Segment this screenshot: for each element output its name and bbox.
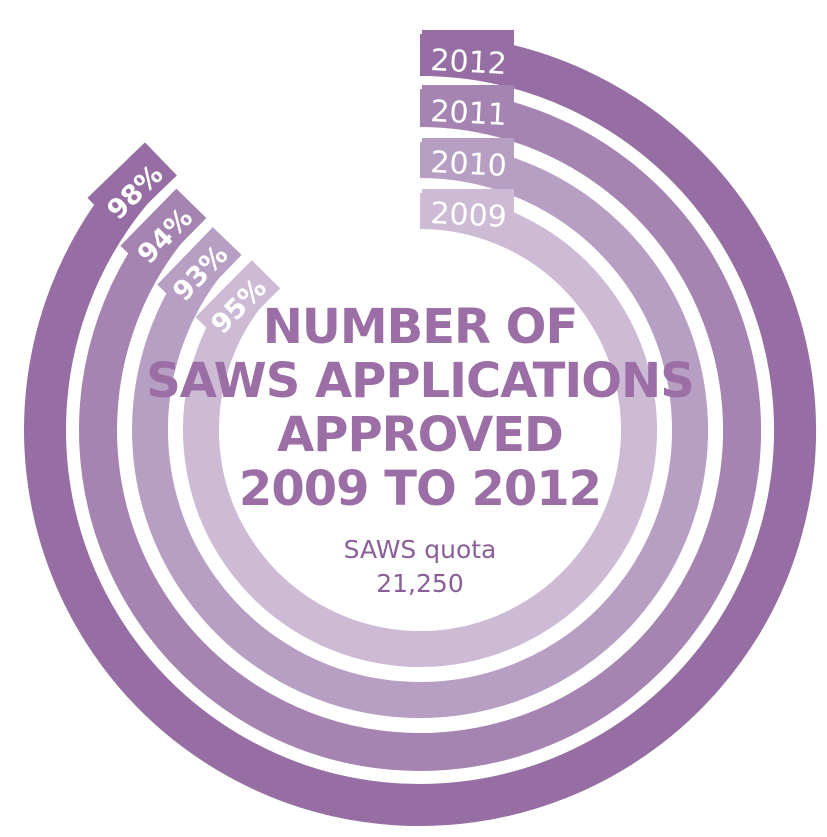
year-label-2010: 2010 [430, 145, 508, 184]
percent-tab-bg-2009 [195, 260, 281, 346]
chart-title-line-4: 2009 TO 2012 [239, 461, 601, 517]
percent-tab-bg-2010 [157, 227, 242, 313]
rings-group [24, 30, 816, 826]
percent-tab-bg-2011 [120, 188, 207, 276]
year-tab-2009 [422, 189, 514, 229]
ring-2011 [79, 89, 761, 771]
year-tab-2012 [422, 30, 514, 76]
quota-label: SAWS quota [344, 535, 497, 564]
year-tab-2011 [422, 85, 514, 127]
quota-value: 21,250 [376, 569, 463, 598]
chart-title-line-1: NUMBER OF [263, 299, 578, 355]
chart-title-line-2: SAWS APPLICATIONS [146, 353, 694, 409]
ring-2009 [183, 193, 657, 667]
year-tab-2010 [422, 138, 514, 178]
year-label-2009: 2009 [430, 196, 508, 235]
ring-2012 [24, 34, 816, 826]
chart-title-line-3: APPROVED [277, 407, 563, 463]
percent-tab-bg-2012 [87, 142, 177, 231]
year-label-2011: 2011 [430, 94, 508, 133]
ring-2010 [132, 142, 708, 718]
year-label-2012: 2012 [430, 43, 508, 82]
